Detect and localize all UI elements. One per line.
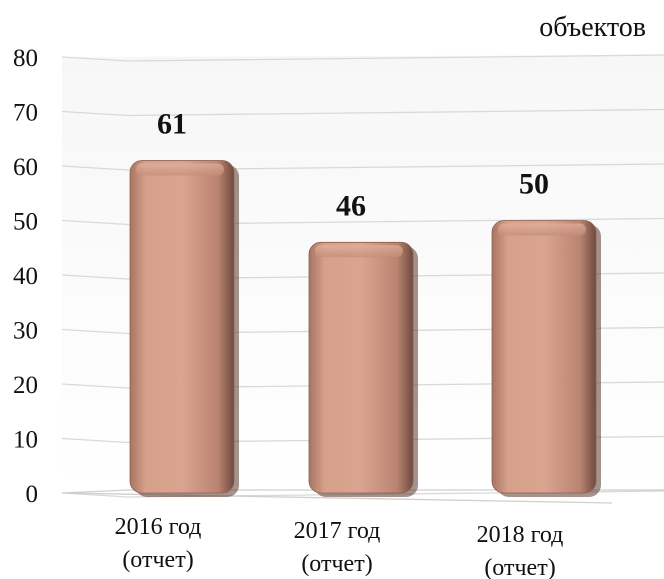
bar-top-bevel [136, 163, 224, 176]
bar-body [491, 220, 597, 494]
y-tick-label: 50 [13, 209, 38, 236]
gridline [61, 326, 664, 335]
bar-body [129, 160, 235, 494]
y-tick-label: 30 [13, 318, 38, 345]
y-tick-label: 0 [26, 481, 39, 508]
x-tick-label-line: (отчет) [122, 547, 193, 573]
gridline [61, 435, 664, 444]
data-labels: 61 46 50 [157, 108, 549, 223]
bar-body [308, 241, 414, 494]
x-axis: 2016 год (отчет) 2017 год (отчет) 2018 год (о… [115, 514, 564, 579]
data-label: 50 [519, 168, 549, 201]
gridline [61, 217, 664, 226]
bar-top-bevel [315, 245, 403, 258]
gridline [61, 108, 664, 117]
bar [491, 220, 601, 497]
gridline [61, 381, 664, 389]
bar-top-bevel [498, 223, 586, 236]
x-tick-label: 2018 год (отчет) [477, 522, 564, 579]
y-tick-label: 40 [13, 263, 38, 290]
bar [129, 160, 239, 498]
y-tick-label: 80 [13, 45, 38, 72]
x-tick-label-line: (отчет) [301, 551, 372, 577]
y-tick-label: 10 [13, 427, 38, 454]
y-tick-label: 60 [13, 154, 38, 181]
y-tick-label: 70 [13, 100, 38, 127]
gridline [61, 163, 664, 171]
x-tick-label: 2016 год (отчет) [115, 514, 202, 573]
x-tick-label: 2017 год (отчет) [294, 518, 381, 577]
x-tick-label-line: 2017 год [294, 518, 381, 544]
unit-label: объектов [539, 12, 646, 43]
y-tick-label: 20 [13, 372, 38, 399]
y-axis: 0 10 20 30 40 50 60 70 80 [13, 45, 38, 508]
data-label: 46 [336, 189, 366, 222]
x-tick-label-line: 2016 год [115, 514, 202, 540]
data-label: 61 [157, 108, 187, 141]
bar [308, 241, 418, 497]
gridline [61, 490, 664, 498]
gridline [61, 272, 664, 280]
gridline [61, 54, 664, 62]
x-tick-label-line: (отчет) [484, 555, 555, 579]
x-tick-label-line: 2018 год [477, 522, 564, 548]
bars [129, 160, 601, 498]
